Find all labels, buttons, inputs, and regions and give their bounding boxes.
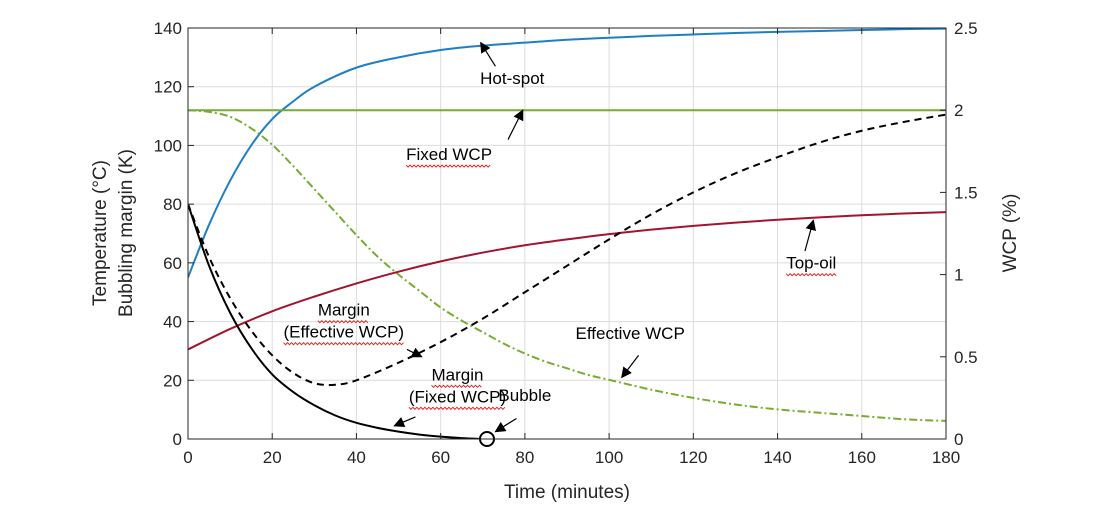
y2-tick-label: 2.5 — [954, 19, 978, 38]
x-tick-label: 20 — [263, 448, 282, 467]
annotation-arrow — [494, 417, 517, 433]
annotation-label: Effective WCP — [576, 324, 685, 343]
annotation-label: Top-oil — [786, 254, 836, 273]
annotation-arrow — [393, 416, 416, 428]
y2-tick-label: 0 — [954, 430, 963, 449]
series-line-top-oil — [188, 211, 946, 351]
y-tick-label: 20 — [163, 371, 182, 390]
annotation-label: (Fixed WCP) — [409, 387, 506, 406]
y-tick-label: 60 — [163, 254, 182, 273]
spellcheck-underline — [431, 384, 482, 389]
plot-frame — [187, 27, 947, 440]
y-tick-label: 0 — [173, 430, 182, 449]
grid — [188, 28, 946, 439]
x-tick-label: 80 — [515, 448, 534, 467]
x-tick-label: 0 — [183, 448, 192, 467]
series-layer — [188, 28, 946, 439]
y2-axis-label: WCP (%) — [1000, 194, 1021, 273]
x-tick-label: 120 — [679, 448, 707, 467]
y-tick-label: 140 — [154, 19, 182, 38]
annotation-label: Margin — [432, 365, 484, 384]
x-tick-label: 180 — [932, 448, 960, 467]
ticks: 0 20 40 60 80 100 120 140 160 1800204060801001201… — [154, 19, 978, 467]
y-tick-label: 80 — [163, 195, 182, 214]
spellcheck-underline — [283, 341, 404, 346]
y-axis-label-line1: Temperature (°C) — [90, 160, 111, 306]
y-tick-label: 100 — [154, 136, 182, 155]
y2-tick-label: 2 — [954, 101, 963, 120]
x-tick-label: 160 — [848, 448, 876, 467]
series-line-hot-spot — [188, 28, 946, 278]
annotation-arrow — [621, 354, 640, 379]
annotation-label: Fixed WCP — [406, 145, 492, 164]
spellcheck-underline — [405, 164, 491, 168]
spellcheck-underline — [408, 406, 506, 411]
series-line-margin-fixed — [188, 203, 483, 439]
annotation-label: Bubble — [498, 386, 551, 405]
y2-tick-label: 1.5 — [954, 183, 978, 202]
annotation-layer: Hot-spot Fixed WCP Top-oil Margin (Effective… — [283, 41, 837, 447]
x-tick-label: 40 — [347, 448, 366, 467]
annotation-arrow — [480, 41, 496, 67]
annotation-label: (Effective WCP) — [284, 323, 405, 342]
series-line-effective-wcp — [188, 109, 946, 422]
x-tick-label: 100 — [595, 448, 623, 467]
annotation-label: Margin — [318, 301, 370, 320]
y-axis-label-line2: Bubbling margin (K) — [116, 149, 137, 317]
y-tick-label: 40 — [163, 313, 182, 332]
x-tick-label: 140 — [763, 448, 791, 467]
series-line-margin-effective — [188, 113, 946, 386]
spellcheck-underline — [785, 272, 837, 277]
annotation-arrow — [406, 347, 423, 358]
annotation-arrow — [507, 109, 524, 140]
y-tick-label: 120 — [154, 78, 182, 97]
x-axis-label: Time (minutes) — [504, 482, 630, 503]
y2-tick-label: 0.5 — [954, 348, 978, 367]
annotation-label: Hot-spot — [480, 69, 545, 88]
x-tick-label: 60 — [431, 448, 450, 467]
spellcheck-underline — [317, 319, 369, 324]
plot-background — [188, 28, 946, 439]
annotation-arrow — [804, 219, 816, 252]
y2-tick-label: 1 — [954, 266, 963, 285]
